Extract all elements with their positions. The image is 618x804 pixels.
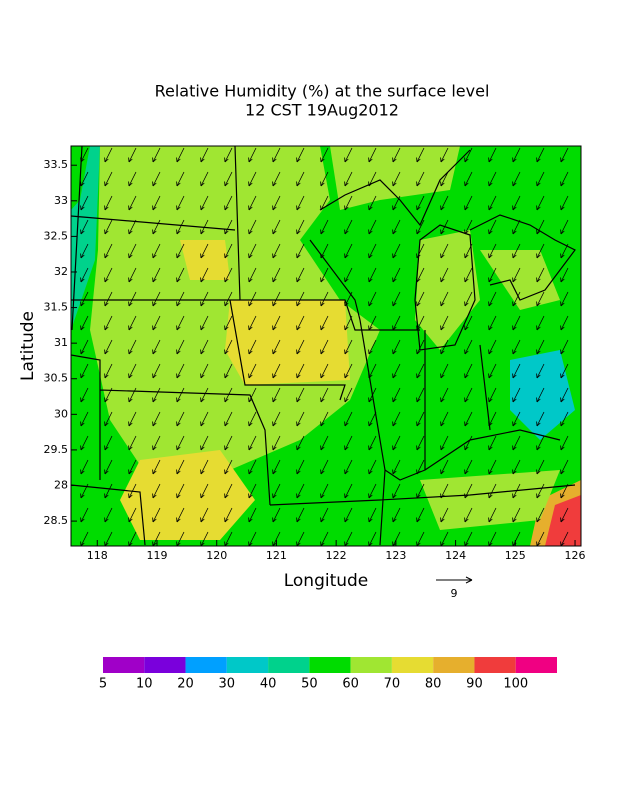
chart-subtitle: 12 CST 19Aug2012: [245, 101, 399, 120]
colorbar-label: 90: [466, 677, 483, 692]
colorbar-box: [391, 657, 434, 673]
colorbar-label: 100: [503, 677, 528, 692]
x-axis-label: Longitude: [284, 571, 369, 591]
y-tick-label: 33: [54, 194, 68, 207]
x-tick-label: 121: [266, 549, 287, 562]
colorbar-label: 80: [425, 677, 442, 692]
y-tick-label: 31.5: [44, 301, 69, 314]
y-tick-label: 30.5: [44, 372, 69, 385]
y-axis-label: Latitude: [18, 311, 38, 381]
colorbar-label: 60: [342, 677, 359, 692]
x-tick-label: 120: [206, 549, 227, 562]
x-tick-label: 122: [326, 549, 347, 562]
colorbar-label: 50: [301, 677, 318, 692]
x-tick-label: 119: [146, 549, 167, 562]
map-frame: [70, 145, 582, 547]
humidity-field: [71, 146, 581, 546]
y-tick-label: 29.5: [44, 443, 69, 456]
colorbar-box: [268, 657, 310, 673]
y-tick-label: 32: [54, 265, 68, 278]
x-tick-label: 123: [385, 549, 406, 562]
colorbar-box: [185, 657, 227, 673]
colorbar-box: [515, 657, 557, 673]
colorbar-label: 10: [136, 677, 153, 692]
x-tick-label: 125: [505, 549, 526, 562]
y-tick-label: 28.5: [44, 514, 69, 527]
colorbar-label: 30: [219, 677, 236, 692]
colorbar-box: [474, 657, 516, 673]
y-tick-label: 30: [54, 407, 68, 420]
colorbar-label: 40: [260, 677, 277, 692]
colorbar-label: 20: [177, 677, 194, 692]
colorbar-box: [226, 657, 269, 673]
chart-title: Relative Humidity (%) at the surface lev…: [155, 82, 490, 101]
colorbar-label: 70: [384, 677, 401, 692]
vector-scale-head: [465, 576, 473, 584]
y-tick-label: 28: [54, 479, 68, 492]
colorbar-label: 5: [99, 677, 107, 692]
y-tick-label: 32.5: [44, 229, 69, 242]
colorbar-box: [433, 657, 475, 673]
vector-scale-label: 9: [451, 587, 458, 600]
colorbar-box: [103, 657, 145, 673]
y-tick-label: 31: [54, 336, 68, 349]
x-tick-label: 124: [445, 549, 466, 562]
colorbar-box: [350, 657, 392, 673]
x-tick-label: 126: [565, 549, 586, 562]
y-tick-label: 33.5: [44, 158, 69, 171]
x-tick-label: 118: [87, 549, 108, 562]
colorbar-box: [144, 657, 186, 673]
colorbar-box: [309, 657, 351, 673]
